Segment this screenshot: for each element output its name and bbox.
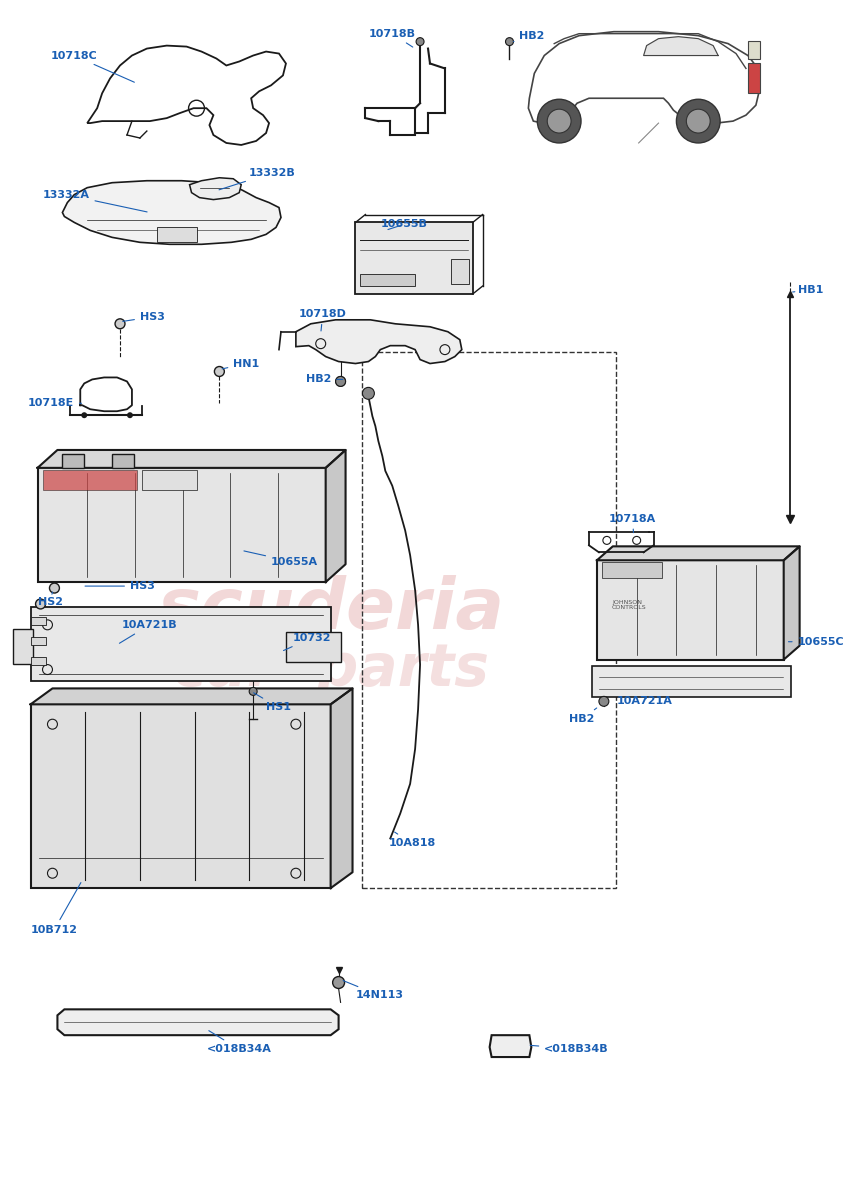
Circle shape xyxy=(127,413,133,418)
Bar xyxy=(355,222,472,294)
Text: 10718A: 10718A xyxy=(608,514,655,533)
Polygon shape xyxy=(189,178,241,199)
Circle shape xyxy=(332,977,344,989)
Bar xyxy=(360,274,415,286)
Bar xyxy=(450,259,468,284)
Text: 10718E: 10718E xyxy=(28,398,82,408)
Polygon shape xyxy=(325,450,345,582)
Circle shape xyxy=(505,37,513,46)
Polygon shape xyxy=(30,689,352,704)
Polygon shape xyxy=(489,1036,530,1057)
Circle shape xyxy=(115,319,125,329)
Polygon shape xyxy=(295,320,461,364)
Text: HB1: HB1 xyxy=(792,286,822,295)
Text: 10B712: 10B712 xyxy=(30,882,81,935)
Bar xyxy=(38,468,325,582)
Text: HS3: HS3 xyxy=(85,581,155,592)
Polygon shape xyxy=(643,37,717,55)
Text: 13332B: 13332B xyxy=(219,168,295,190)
Bar xyxy=(30,704,331,888)
Bar xyxy=(62,454,84,468)
Text: 10655C: 10655C xyxy=(788,637,843,647)
Text: 10718D: 10718D xyxy=(299,308,346,331)
Circle shape xyxy=(35,599,46,608)
Circle shape xyxy=(81,413,87,418)
Text: 10655B: 10655B xyxy=(380,220,427,229)
Text: 13332A: 13332A xyxy=(42,190,147,212)
Text: JOHNSON
CONTROLS: JOHNSON CONTROLS xyxy=(611,600,646,611)
Circle shape xyxy=(49,583,59,593)
Bar xyxy=(747,41,759,59)
Polygon shape xyxy=(331,689,352,888)
Circle shape xyxy=(547,109,571,133)
Circle shape xyxy=(362,388,374,400)
Text: HN1: HN1 xyxy=(222,359,259,368)
Text: 10A721A: 10A721A xyxy=(616,696,672,707)
Bar xyxy=(592,666,790,697)
Bar xyxy=(747,64,759,94)
Bar xyxy=(30,607,331,682)
Bar xyxy=(42,470,137,490)
Circle shape xyxy=(685,109,709,133)
Text: HB2: HB2 xyxy=(306,374,343,384)
Bar xyxy=(13,629,33,664)
Text: scuderia: scuderia xyxy=(157,576,504,644)
Bar xyxy=(30,637,46,644)
Bar xyxy=(362,352,615,888)
Circle shape xyxy=(214,366,224,377)
Text: HS3: HS3 xyxy=(122,312,164,322)
Text: 10655A: 10655A xyxy=(244,551,318,568)
Text: 10A818: 10A818 xyxy=(387,832,435,848)
Text: 10718C: 10718C xyxy=(51,50,134,83)
Text: 14N113: 14N113 xyxy=(343,980,403,1001)
Circle shape xyxy=(249,688,257,695)
Text: HS1: HS1 xyxy=(253,692,291,713)
Bar xyxy=(286,631,340,661)
Text: 10A721B: 10A721B xyxy=(120,620,177,643)
Bar xyxy=(30,617,46,625)
Circle shape xyxy=(335,377,345,386)
Bar xyxy=(157,228,196,242)
Text: HS2: HS2 xyxy=(38,592,63,607)
Text: 10732: 10732 xyxy=(283,632,331,650)
Bar xyxy=(596,560,783,660)
Text: <018B34B: <018B34B xyxy=(530,1044,608,1054)
Text: <018B34A: <018B34A xyxy=(207,1031,271,1054)
Text: HB2: HB2 xyxy=(513,31,544,42)
Circle shape xyxy=(536,100,580,143)
Polygon shape xyxy=(58,1009,338,1036)
Bar xyxy=(112,454,133,468)
Bar xyxy=(142,470,196,490)
Polygon shape xyxy=(62,181,281,245)
Polygon shape xyxy=(38,450,345,468)
Circle shape xyxy=(335,377,345,386)
Bar xyxy=(30,656,46,665)
Circle shape xyxy=(416,37,424,46)
Bar xyxy=(601,563,660,578)
Circle shape xyxy=(676,100,719,143)
Polygon shape xyxy=(783,546,799,660)
Text: HB2: HB2 xyxy=(568,708,596,725)
Text: car  parts: car parts xyxy=(172,641,488,698)
Circle shape xyxy=(598,696,608,707)
Polygon shape xyxy=(596,546,799,560)
Text: 10718B: 10718B xyxy=(368,29,415,47)
